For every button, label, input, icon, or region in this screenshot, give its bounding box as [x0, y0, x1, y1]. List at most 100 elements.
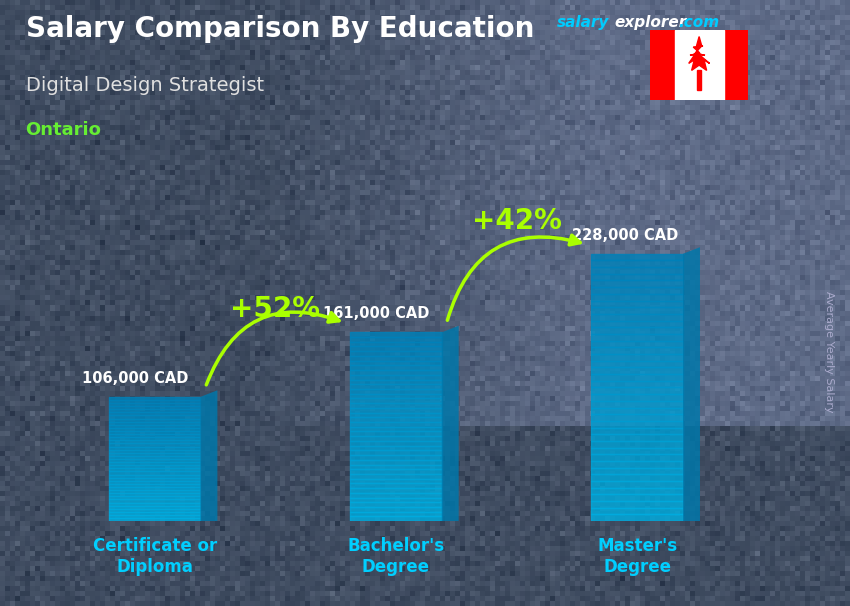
Bar	[592, 327, 683, 334]
Text: Digital Design Strategist: Digital Design Strategist	[26, 76, 264, 95]
Bar	[109, 502, 201, 505]
Bar	[350, 365, 442, 370]
Bar	[592, 307, 683, 314]
Bar	[109, 444, 201, 447]
Bar	[592, 381, 683, 387]
Bar	[350, 460, 442, 465]
Bar	[109, 508, 201, 512]
Bar	[350, 427, 442, 431]
Bar	[350, 516, 442, 521]
Polygon shape	[688, 36, 710, 70]
Bar	[109, 462, 201, 465]
Bar	[109, 518, 201, 521]
Bar	[109, 422, 201, 425]
Bar	[109, 478, 201, 481]
Bar	[350, 502, 442, 507]
Bar	[350, 488, 442, 493]
Bar	[350, 465, 442, 469]
Bar	[350, 384, 442, 389]
Bar	[592, 267, 683, 274]
Bar	[592, 468, 683, 474]
Bar	[592, 281, 683, 287]
Bar	[350, 337, 442, 342]
Bar	[723, 30, 748, 100]
Bar	[109, 438, 201, 441]
Bar	[109, 406, 201, 409]
Bar	[350, 450, 442, 455]
Bar	[109, 490, 201, 493]
Bar	[109, 481, 201, 484]
Bar	[350, 332, 442, 337]
Text: +52%: +52%	[230, 295, 320, 323]
Text: salary: salary	[557, 15, 609, 30]
Bar	[350, 413, 442, 418]
Bar	[592, 254, 683, 261]
Bar	[350, 375, 442, 379]
Bar	[109, 493, 201, 496]
Bar	[592, 341, 683, 347]
Bar	[592, 508, 683, 514]
Bar	[592, 414, 683, 421]
Bar	[109, 487, 201, 490]
Bar	[592, 501, 683, 508]
Bar	[109, 425, 201, 428]
Polygon shape	[201, 390, 218, 521]
Bar	[109, 400, 201, 403]
Bar	[350, 455, 442, 460]
Bar	[592, 494, 683, 501]
Polygon shape	[442, 326, 459, 521]
Bar	[592, 394, 683, 401]
Bar	[109, 515, 201, 518]
Bar	[592, 387, 683, 394]
Bar	[350, 394, 442, 398]
Bar	[109, 496, 201, 499]
Bar	[592, 461, 683, 468]
Bar	[350, 342, 442, 347]
Bar	[592, 428, 683, 435]
Bar	[350, 431, 442, 436]
Bar	[592, 454, 683, 461]
Bar	[350, 479, 442, 484]
Bar	[592, 347, 683, 354]
Bar	[109, 484, 201, 487]
Bar	[109, 453, 201, 456]
Bar	[592, 334, 683, 341]
Bar	[109, 471, 201, 474]
Bar	[109, 468, 201, 471]
Bar	[350, 389, 442, 394]
Bar	[592, 374, 683, 381]
Bar	[592, 448, 683, 454]
Bar	[350, 347, 442, 351]
Bar	[109, 447, 201, 450]
Bar	[592, 407, 683, 414]
Bar	[109, 499, 201, 502]
Bar	[592, 294, 683, 301]
Bar	[350, 484, 442, 488]
Bar	[592, 401, 683, 407]
Bar	[109, 474, 201, 478]
Bar	[350, 474, 442, 479]
Bar	[350, 398, 442, 403]
Bar	[350, 469, 442, 474]
Text: 106,000 CAD: 106,000 CAD	[82, 371, 189, 386]
Bar	[350, 498, 442, 502]
Bar	[592, 321, 683, 327]
Bar	[592, 481, 683, 488]
Bar	[350, 418, 442, 422]
Bar	[592, 274, 683, 281]
Text: 228,000 CAD: 228,000 CAD	[572, 228, 678, 242]
Text: explorer: explorer	[615, 15, 687, 30]
Bar	[592, 474, 683, 481]
Text: .com: .com	[678, 15, 719, 30]
Bar	[350, 403, 442, 408]
Bar	[109, 459, 201, 462]
FancyArrowPatch shape	[447, 235, 581, 320]
Bar	[592, 361, 683, 367]
Bar	[350, 507, 442, 511]
Bar	[109, 419, 201, 422]
FancyArrowPatch shape	[207, 312, 339, 385]
Text: +42%: +42%	[472, 207, 562, 235]
Text: Average Yearly Salary: Average Yearly Salary	[824, 291, 834, 412]
Bar	[109, 409, 201, 412]
Bar	[350, 408, 442, 413]
